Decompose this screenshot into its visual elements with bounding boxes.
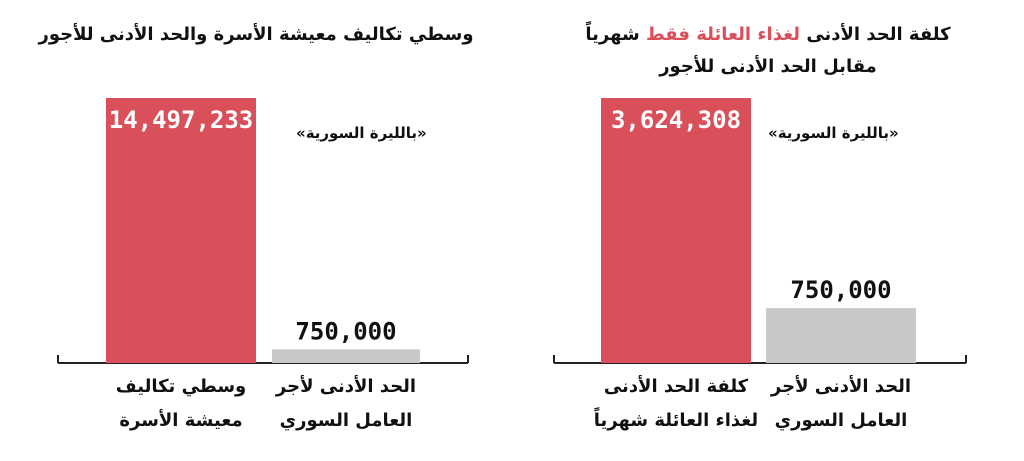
- title-highlight: لغذاء العائلة فقط: [645, 24, 801, 45]
- value-label-food-cost: 3,624,308: [611, 106, 741, 134]
- chart-panel-living-costs: وسطي تكاليف معيشة الأسرة والحد الأدنى لل…: [38, 24, 474, 438]
- category-label-line: العامل السوري: [279, 410, 413, 431]
- unit-note: «بالليرة السورية»: [296, 124, 427, 142]
- category-label-min-wage: الحد الأدنى لأجر العامل السوري: [756, 370, 926, 438]
- category-label-line: الحد الأدنى لأجر: [275, 376, 417, 397]
- title-part: شهرياً: [585, 24, 646, 45]
- unit-note: «بالليرة السورية»: [768, 124, 899, 142]
- chart-panel-food-costs: كلفة الحد الأدنى لغذاء العائلة فقط شهريا…: [512, 0, 1024, 461]
- category-label-line: لغذاء العائلة شهرياً: [593, 410, 759, 431]
- plot-area: 3,624,308 750,000: [553, 98, 967, 364]
- bar-min-wage: [272, 349, 420, 363]
- chart-subtitle: مقابل الحد الأدنى للأجور: [659, 56, 877, 77]
- value-label-min-wage: 750,000: [295, 317, 396, 345]
- category-label-line: الحد الأدنى لأجر: [770, 376, 912, 397]
- category-label-living-cost: وسطي تكاليف معيشة الأسرة: [96, 370, 266, 438]
- bar-food-cost: [601, 98, 751, 363]
- value-label-living-cost: 14,497,233: [109, 106, 254, 134]
- bar-min-wage: [766, 308, 916, 363]
- bar-living-cost: [106, 98, 256, 363]
- title-part: كلفة الحد الأدنى: [800, 24, 951, 45]
- chart-title: كلفة الحد الأدنى لغذاء العائلة فقط شهريا…: [512, 20, 1024, 50]
- chart-title: وسطي تكاليف معيشة الأسرة والحد الأدنى لل…: [38, 24, 474, 45]
- category-label-line: العامل السوري: [774, 410, 908, 431]
- category-label-line: معيشة الأسرة: [119, 410, 243, 431]
- value-label-min-wage: 750,000: [790, 276, 891, 304]
- category-label-line: وسطي تكاليف: [115, 376, 247, 397]
- category-label-line: كلفة الحد الأدنى: [603, 376, 749, 397]
- category-label-min-wage: الحد الأدنى لأجر العامل السوري: [262, 370, 430, 438]
- category-label-food-cost: كلفة الحد الأدنى لغذاء العائلة شهرياً: [576, 370, 776, 438]
- plot-area: 14,497,233 750,000: [57, 98, 469, 364]
